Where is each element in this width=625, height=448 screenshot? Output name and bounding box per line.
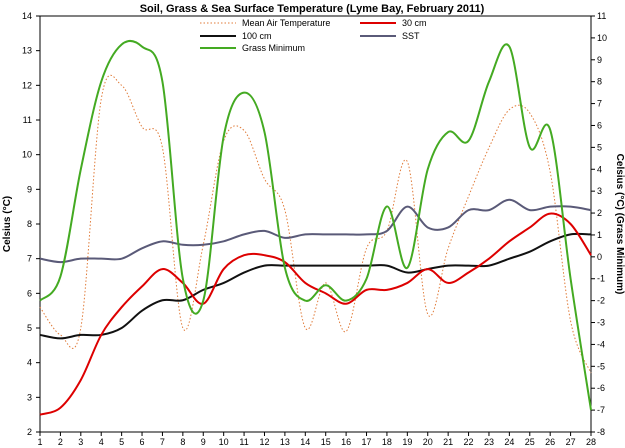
x-tick-label: 9 xyxy=(201,437,206,447)
series-line-30-cm xyxy=(39,212,592,416)
left-tick-label: 5 xyxy=(27,323,32,333)
x-tick-label: 25 xyxy=(525,437,535,447)
right-tick-label: -6 xyxy=(597,383,605,393)
left-tick-label: 7 xyxy=(27,254,32,264)
x-tick-label: 8 xyxy=(180,437,185,447)
right-tick-label: 11 xyxy=(597,11,606,21)
legend-label-30-cm: 30 cm xyxy=(402,18,427,28)
y2-axis-label: Celsius (°C) (Grass Minimum) xyxy=(614,154,625,295)
x-tick-label: 13 xyxy=(280,437,290,447)
series-line-100-cm xyxy=(39,232,592,340)
left-tick-label: 2 xyxy=(27,427,32,437)
right-tick-label: 10 xyxy=(597,33,607,43)
right-tick-label: -3 xyxy=(597,318,605,328)
right-tick-label: 3 xyxy=(597,186,602,196)
x-tick-label: 2 xyxy=(58,437,63,447)
x-tick-label: 4 xyxy=(99,437,104,447)
x-tick-label: 14 xyxy=(300,437,310,447)
left-tick-label: 10 xyxy=(22,150,32,160)
x-tick-label: 19 xyxy=(402,437,412,447)
x-tick-label: 28 xyxy=(586,437,596,447)
x-tick-label: 17 xyxy=(362,437,372,447)
right-tick-label: 1 xyxy=(597,230,602,240)
right-tick-label: -5 xyxy=(597,361,605,371)
right-tick-label: -1 xyxy=(597,274,605,284)
left-tick-label: 6 xyxy=(27,288,32,298)
right-tick-label: 2 xyxy=(597,208,602,218)
left-tick-label: 3 xyxy=(27,392,32,402)
right-tick-label: 9 xyxy=(597,55,602,65)
x-tick-label: 27 xyxy=(566,437,576,447)
left-tick-label: 9 xyxy=(27,184,32,194)
x-tick-label: 26 xyxy=(545,437,555,447)
x-tick-label: 5 xyxy=(119,437,124,447)
left-tick-label: 8 xyxy=(27,219,32,229)
x-tick-label: 3 xyxy=(78,437,83,447)
right-axis: -8 -7 -6 -5 -4 -3 -2 -1 0 1 2 3 4 5 6 7 8 9 10 11 xyxy=(591,11,607,437)
left-tick-label: 12 xyxy=(22,80,32,90)
right-tick-label: 7 xyxy=(597,99,602,109)
x-tick-label: 7 xyxy=(160,437,165,447)
right-tick-label: -7 xyxy=(597,405,605,415)
x-tick-label: 23 xyxy=(484,437,494,447)
series-layer xyxy=(39,39,592,416)
x-tick-label: 16 xyxy=(341,437,351,447)
x-tick-label: 10 xyxy=(219,437,229,447)
right-tick-label: 0 xyxy=(597,252,602,262)
x-tick-label: 11 xyxy=(239,437,248,447)
x-tick-label: 21 xyxy=(443,437,453,447)
left-tick-label: 14 xyxy=(22,11,32,21)
left-axis: 2 3 4 5 6 7 8 9 10 11 12 13 14 xyxy=(22,11,40,437)
right-tick-label: 8 xyxy=(597,77,602,87)
series-line-mean-air-temperature xyxy=(39,74,592,374)
right-tick-label: 6 xyxy=(597,120,602,130)
x-tick-label: 6 xyxy=(140,437,145,447)
x-tick-label: 20 xyxy=(423,437,433,447)
x-tick-label: 18 xyxy=(382,437,392,447)
series-line-grass-minimum xyxy=(39,39,592,411)
x-tick-label: 22 xyxy=(464,437,474,447)
x-tick-label: 12 xyxy=(259,437,269,447)
left-tick-label: 11 xyxy=(23,115,32,125)
right-tick-label: -8 xyxy=(597,427,605,437)
legend-label-100-cm: 100 cm xyxy=(242,31,272,41)
chart-title: Soil, Grass & Sea Surface Temperature (L… xyxy=(140,3,485,15)
legend-label-grass-minimum: Grass Minimum xyxy=(242,43,305,53)
x-tick-label: 15 xyxy=(321,437,331,447)
legend-label-sst: SST xyxy=(402,31,420,41)
x-axis: 1 2 3 4 5 6 7 8 9 10 11 12 13 14 15 16 17 18 19 20 21 22 23 24 2… xyxy=(37,432,596,447)
x-tick-label: 24 xyxy=(504,437,514,447)
right-tick-label: 5 xyxy=(597,142,602,152)
right-tick-label: -2 xyxy=(597,296,605,306)
x-tick-label: 1 xyxy=(37,437,42,447)
y-axis-label: Celsius (°C) xyxy=(2,196,13,252)
left-tick-label: 13 xyxy=(22,46,32,56)
right-tick-label: 4 xyxy=(597,164,602,174)
series-line-sst xyxy=(39,198,592,264)
right-tick-label: -4 xyxy=(597,339,605,349)
legend-label-mean-air-temperature: Mean Air Temperature xyxy=(242,18,330,28)
legend: Mean Air Temperature 30 cm 100 cm SST Grass … xyxy=(200,18,427,53)
left-tick-label: 4 xyxy=(27,358,32,368)
